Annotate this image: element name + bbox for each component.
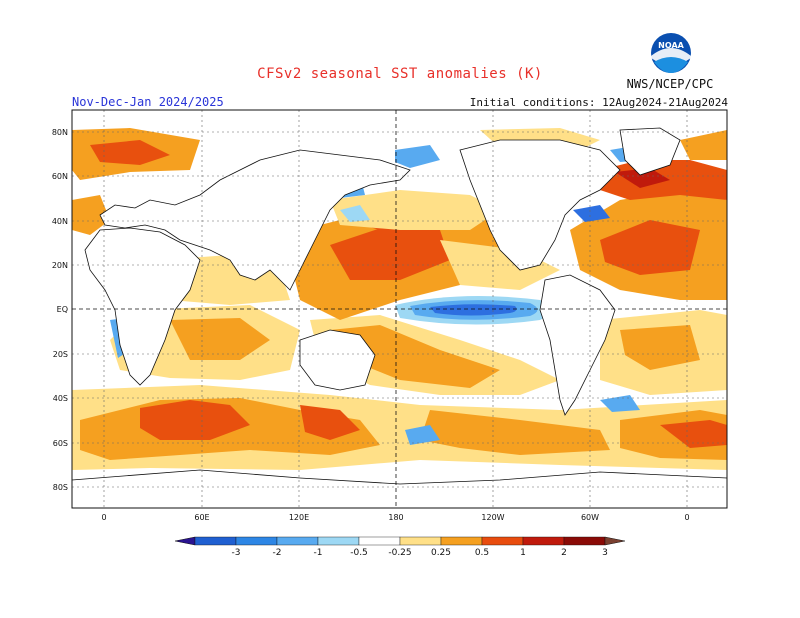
lon-label: 60W (581, 513, 599, 522)
lat-label: 40N (52, 217, 68, 226)
colorbar-segment (194, 536, 237, 546)
colorbar-segment (563, 536, 606, 546)
lat-label: 40S (53, 394, 68, 403)
antarctica-landmass (72, 469, 727, 508)
colorbar-tick-label: -3 (232, 548, 241, 558)
africa-landmass (84, 227, 201, 386)
initial-conditions: Initial conditions: 12Aug2024-21Aug2024 (469, 96, 728, 109)
colorbar-arrow-left (174, 536, 196, 546)
colorbar-segment (399, 536, 442, 546)
colorbar-segment (276, 536, 319, 546)
continents (72, 127, 727, 508)
greenland-landmass (619, 127, 681, 176)
colorbar-segment (481, 536, 524, 546)
colorbar-tick-label: 3 (602, 548, 608, 558)
latitude-labels: 80N 60N 40N 20N EQ 20S 40S 60S 80S (52, 128, 68, 492)
colorbar-tick-label: -1 (314, 548, 323, 558)
logo-text: NOAA (658, 41, 684, 50)
colorbar-tick-label: -0.25 (388, 548, 411, 558)
colorbar-tick-label: -2 (273, 548, 282, 558)
lon-label: 60E (194, 513, 209, 522)
north-pacific-anomalies (330, 145, 500, 230)
colorbar-tick-label: 1 (520, 548, 526, 558)
lat-label: 20S (53, 350, 68, 359)
colorbar: -3 -2 -1 -0.5 -0.25 0.25 0.5 1 2 3 (174, 536, 626, 558)
lon-label: 0 (684, 513, 689, 522)
enso-cold-tongue (395, 296, 550, 325)
colorbar-segment (440, 536, 483, 546)
colorbar-segment (522, 536, 565, 546)
lat-label: 80S (53, 483, 68, 492)
colorbar-segment (358, 536, 401, 546)
australia-landmass (299, 329, 376, 391)
colorbar-segment (235, 536, 278, 546)
colorbar-tick-label: 0.25 (431, 548, 451, 558)
colorbar-arrow-right (604, 536, 626, 546)
lat-label: 20N (52, 261, 68, 270)
lon-label: 120W (481, 513, 504, 522)
colorbar-tick-label: 0.5 (475, 548, 489, 558)
forecast-period: Nov-Dec-Jan 2024/2025 (72, 95, 224, 109)
north-america-landmass (459, 139, 621, 271)
graticule (72, 110, 727, 508)
lat-label: 60N (52, 172, 68, 181)
lon-label: 120E (289, 513, 309, 522)
lon-label: 0 (101, 513, 106, 522)
subtropical-anomalies (110, 305, 727, 395)
agency-label: NWS/NCEP/CPC (626, 77, 714, 91)
colorbar-tick-label: 2 (561, 548, 567, 558)
south-america-landmass (539, 274, 616, 416)
colorbar-segment (317, 536, 360, 546)
lat-label: 80N (52, 128, 68, 137)
southern-ocean-anomalies (72, 385, 727, 470)
lon-label: 180 (388, 513, 403, 522)
north-atlantic-anomalies (570, 130, 727, 300)
colorbar-tick-label: -0.5 (350, 548, 368, 558)
map-title: CFSv2 seasonal SST anomalies (K) (257, 66, 543, 82)
lat-label: 60S (53, 439, 68, 448)
europe-asia-landmass (99, 149, 411, 291)
longitude-labels: 0 60E 120E 180 120W 60W 0 (101, 513, 689, 522)
map-body (72, 110, 727, 508)
lat-label: EQ (57, 305, 68, 314)
noaa-logo-icon: NOAA (651, 33, 691, 73)
map-frame (71, 109, 728, 509)
